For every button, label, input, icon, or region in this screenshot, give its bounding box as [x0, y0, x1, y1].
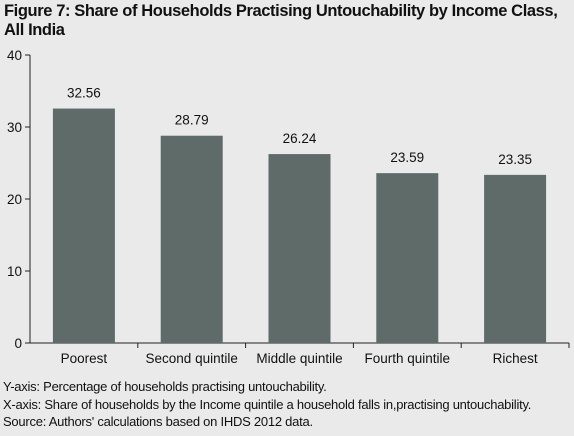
y-tick-label: 20: [7, 192, 22, 207]
x-tick-label: Middle quintile: [256, 351, 342, 366]
chart-bars: [52, 108, 547, 344]
chart-notes: Y-axis: Percentage of households practis…: [3, 378, 531, 431]
bar: [484, 174, 547, 343]
bar-value-label: 32.56: [67, 86, 101, 101]
chart-title-line-1: Figure 7: Share of Households Practising…: [4, 2, 558, 20]
y-tick-label: 40: [7, 48, 22, 63]
chart-title-line-2: All India: [4, 21, 65, 39]
chart-value-labels: 32.56 28.79 26.24 23.59 23.35: [67, 86, 532, 167]
bar-value-label: 23.35: [498, 152, 532, 167]
bar: [160, 135, 223, 343]
chart-category-labels: Poorest Second quintile Middle quintile Fou…: [61, 351, 538, 366]
bar: [376, 173, 439, 343]
x-tick-label: Richest: [493, 351, 538, 366]
chart-axes: 0 10 20 30 40: [7, 48, 570, 351]
x-tick-label: Second quintile: [146, 351, 238, 366]
chart-title: Figure 7: Share of Households Practising…: [4, 2, 570, 40]
y-tick-label: 30: [7, 120, 22, 135]
source-note: Source: Authors' calculations based on I…: [3, 414, 313, 429]
bar-value-label: 23.59: [390, 150, 424, 165]
x-tick-label: Poorest: [61, 351, 108, 366]
x-tick-label: Fourth quintile: [365, 351, 451, 366]
y-tick-label: 10: [7, 264, 22, 279]
x-axis-note: X-axis: Share of households by the Incom…: [3, 396, 532, 412]
bar: [268, 154, 331, 343]
y-axis-note: Y-axis: Percentage of households practis…: [3, 379, 327, 394]
bar-value-label: 26.24: [283, 131, 317, 146]
bar-value-label: 28.79: [175, 113, 209, 128]
y-tick-label: 0: [14, 336, 22, 351]
bar: [52, 108, 115, 344]
